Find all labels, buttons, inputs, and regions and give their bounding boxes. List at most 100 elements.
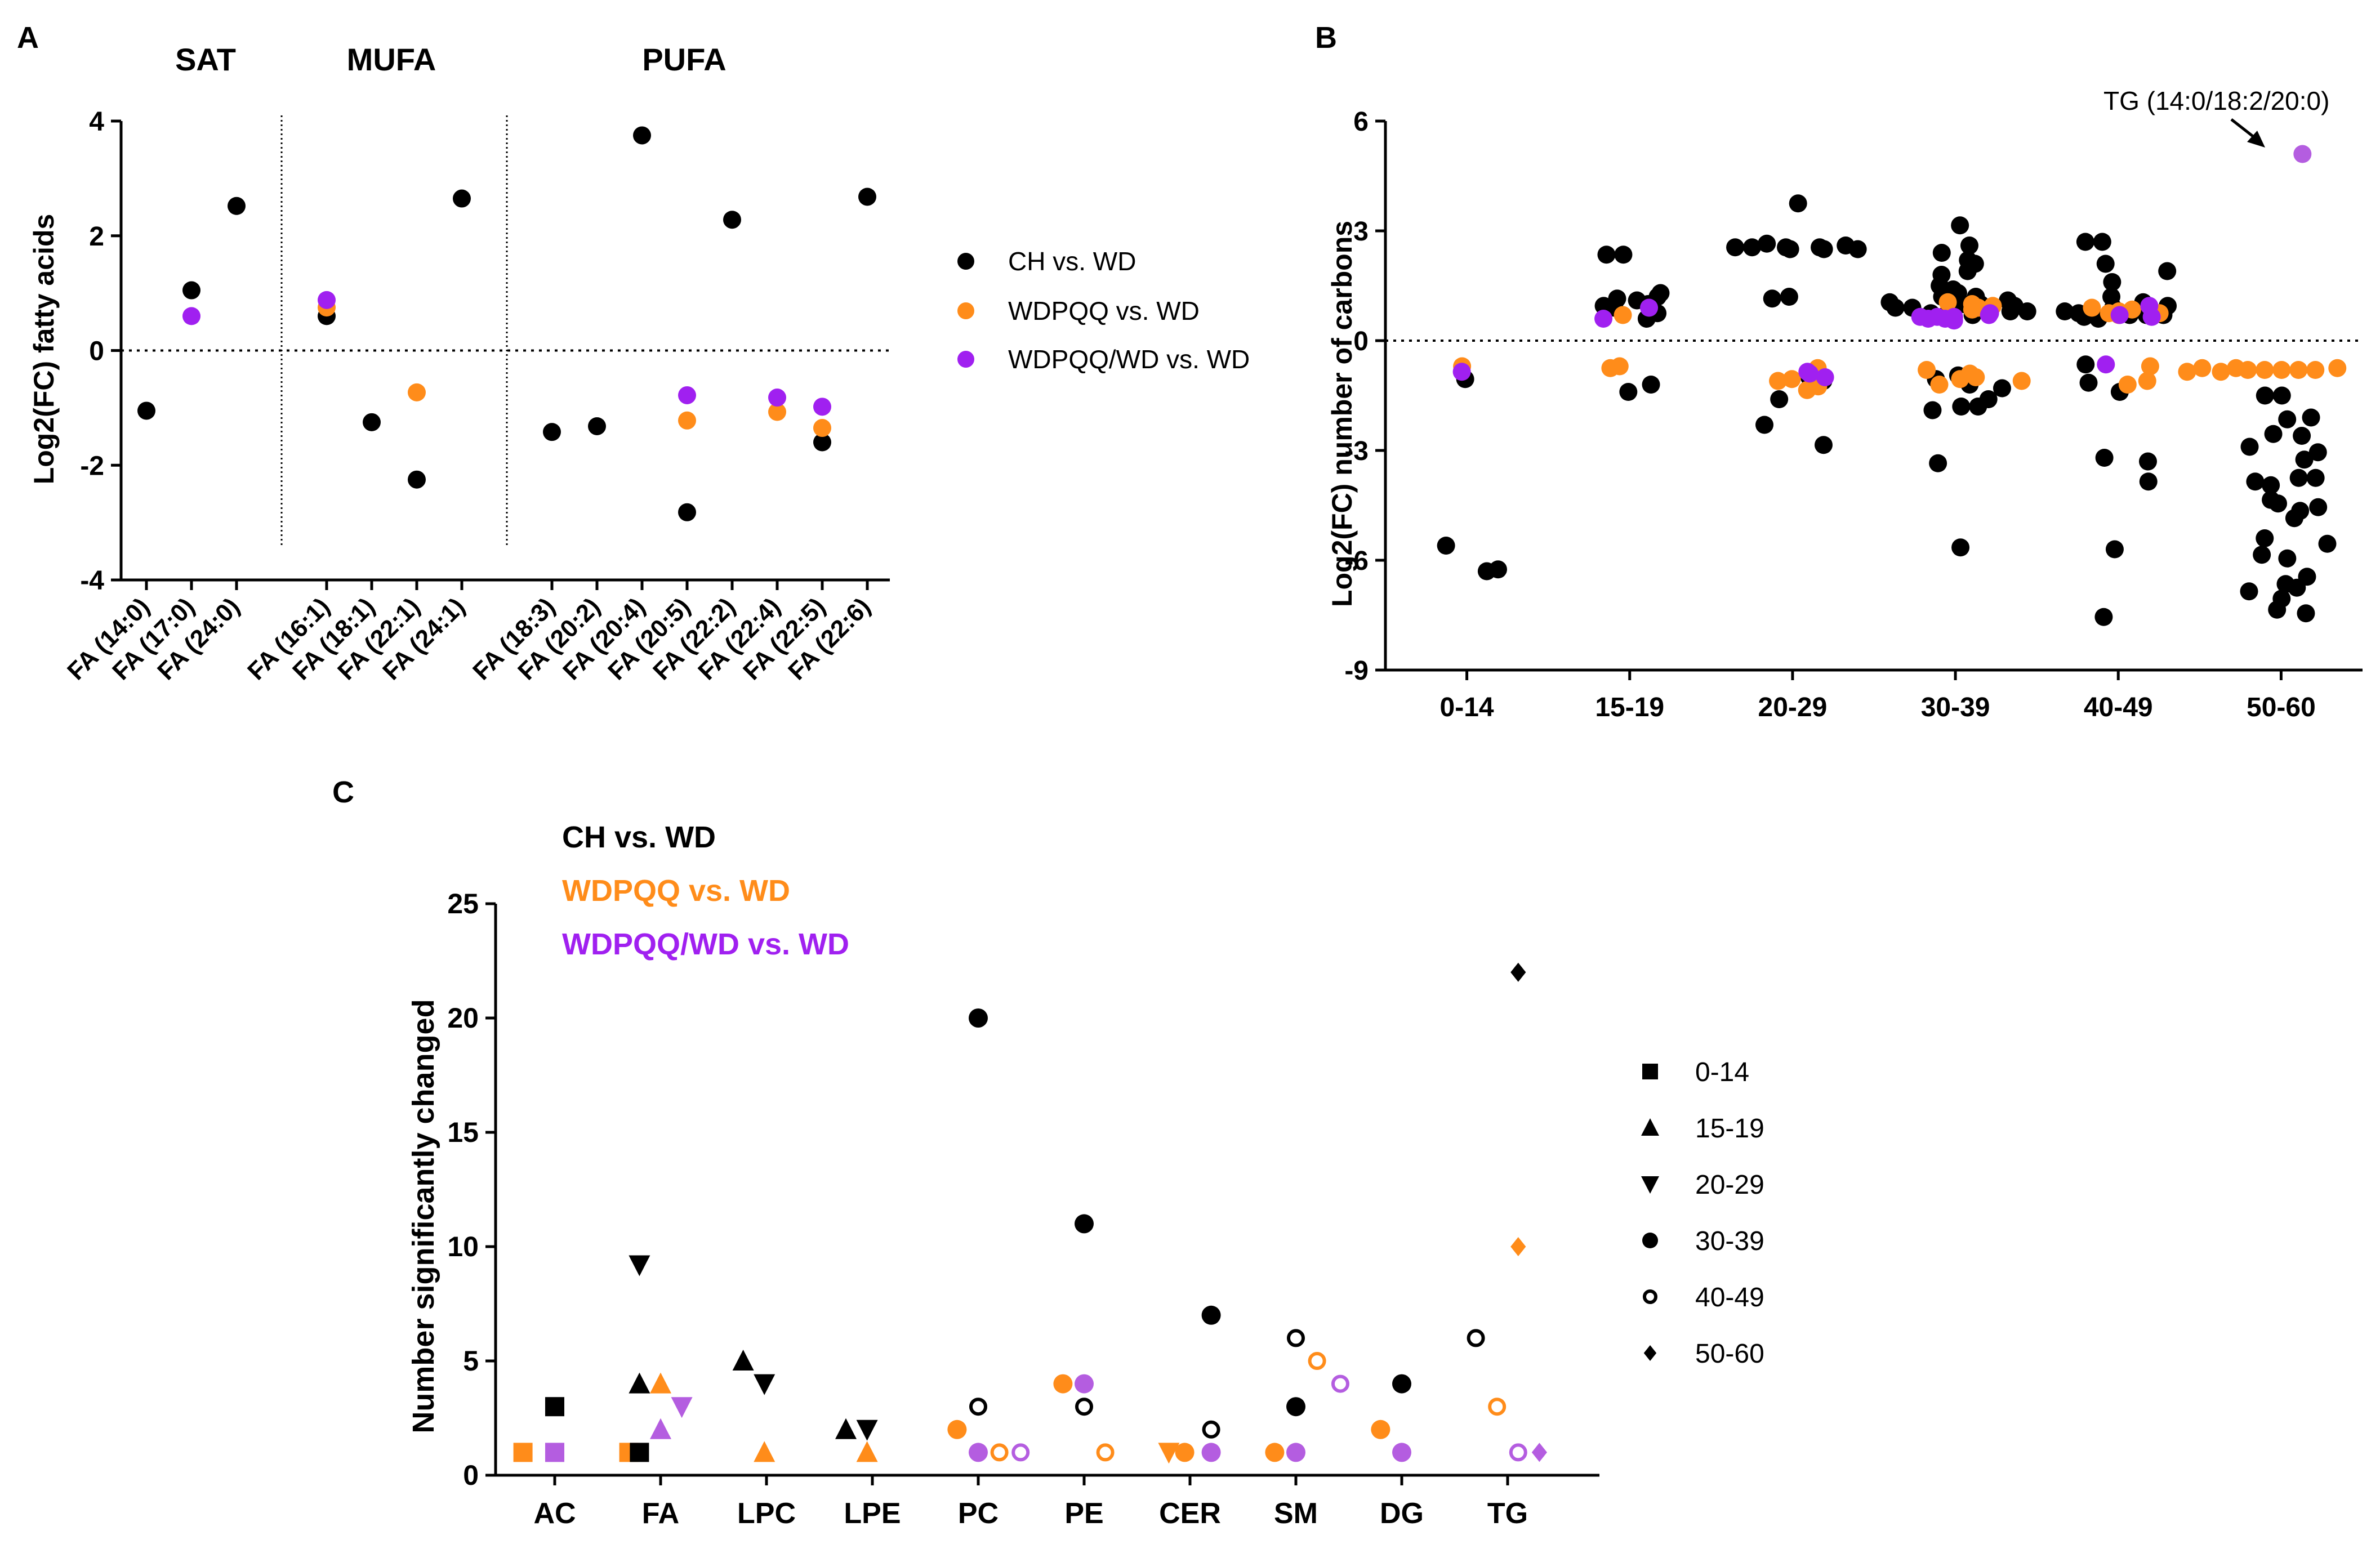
panel-b-point — [1642, 376, 1660, 394]
legend-label-wdpqqwd: WDPQQ/WD vs. WD — [1008, 345, 1250, 374]
legend-c-label-20-29: 20-29 — [1695, 1170, 1764, 1200]
panel-b-point — [2278, 410, 2297, 428]
panel-c-point — [1202, 1420, 1220, 1439]
panel-b-point — [2212, 363, 2230, 381]
panel-a-point — [543, 423, 561, 441]
panel-c-point — [947, 1419, 967, 1439]
panel-b-point — [2178, 363, 2196, 381]
panel-b-point — [1930, 376, 1949, 394]
panel-b-point — [2318, 534, 2337, 553]
panel-b-point — [1640, 298, 1659, 317]
panel-b-ytick-label: 3 — [1353, 217, 1369, 247]
panel-a-point — [813, 398, 831, 416]
panel-c-title-wdpqq: WDPQQ vs. WD — [562, 874, 790, 908]
annotation-arrow-head — [2247, 131, 2265, 148]
panel-b-point — [1918, 361, 1936, 379]
panel-b-point — [2076, 233, 2094, 251]
panel-b-point — [1743, 238, 1762, 257]
panel-b-point — [1945, 311, 1963, 330]
panel-a-chart: Log2(FC) fatty acids SAT MUFA PUFA -4 -2 0… — [28, 42, 890, 685]
panel-c-point — [856, 1419, 878, 1441]
panel-b-xtick-label: 50-60 — [2247, 693, 2316, 722]
panel-b-point — [1816, 368, 1834, 386]
panel-b-point — [1782, 370, 1801, 389]
panel-c-point — [1075, 1374, 1094, 1394]
panel-c-ytick-label: 25 — [447, 888, 479, 919]
panel-b-point — [2293, 427, 2311, 445]
panel-c-point — [835, 1418, 857, 1439]
legend-c-marker-30-39 — [1642, 1233, 1658, 1248]
panel-b-point — [1958, 262, 1977, 280]
panel-c-point — [1265, 1443, 1285, 1462]
legend-c-label-50-60: 50-60 — [1695, 1339, 1764, 1369]
panel-label-a: A — [17, 21, 39, 55]
panel-b-point — [1619, 383, 1638, 401]
panel-label-c: C — [332, 775, 354, 809]
group-label-mufa: MUFA — [347, 42, 436, 77]
panel-c-point — [1531, 1443, 1547, 1462]
panel-b-ylabel: Log2(FC) number of carbons — [1326, 221, 1358, 607]
panel-b-point — [2005, 297, 2024, 315]
legend-c-marker-50-60 — [1643, 1345, 1657, 1361]
panel-b-point — [2056, 302, 2074, 320]
panel-c-point — [671, 1397, 693, 1418]
panel-a-point — [768, 403, 786, 421]
panel-b-point — [2306, 361, 2325, 379]
legend-c-label-0-14: 0-14 — [1695, 1057, 1749, 1087]
legend-c-marker-0-14 — [1642, 1064, 1658, 1079]
panel-a-ytick-label: -4 — [80, 566, 104, 596]
panel-a-ytick-label: 0 — [89, 337, 104, 367]
panel-a-legend: CH vs. WD WDPQQ vs. WD WDPQQ/WD vs. WD — [957, 247, 1250, 374]
panel-c-ylabel: Number significantly changed — [407, 999, 440, 1433]
panel-c-point — [969, 1398, 987, 1416]
panel-c-point — [1175, 1443, 1195, 1462]
panel-b-point — [2079, 373, 2098, 392]
panel-b-point — [2262, 476, 2280, 494]
panel-b-point — [2308, 443, 2327, 462]
panel-b-point — [2103, 273, 2122, 291]
panel-b-point — [2012, 372, 2031, 390]
panel-b-chart: Log2(FC) number of carbons TG (14:0/18:2… — [1326, 86, 2363, 722]
panel-a-point — [363, 413, 381, 431]
legend-marker-wdpqq — [957, 302, 974, 319]
panel-b-annotation: TG (14:0/18:2/20:0) — [2103, 86, 2329, 115]
panel-c-point — [1467, 1329, 1485, 1347]
panel-b-point — [1963, 300, 1981, 319]
panel-c-xtick-label: LPC — [737, 1497, 796, 1530]
panel-a-point — [318, 291, 336, 309]
panel-b-ytick-label: 6 — [1353, 107, 1369, 137]
panel-c-point — [1201, 1443, 1221, 1462]
panel-c-point — [629, 1372, 650, 1394]
panel-b-point — [2139, 472, 2158, 491]
panel-c-point — [1510, 962, 1526, 982]
legend-label-ch: CH vs. WD — [1008, 247, 1136, 276]
panel-b-point — [2256, 386, 2274, 405]
panel-a-ylabel: Log2(FC) fatty acids — [28, 214, 60, 485]
panel-b-point — [1951, 370, 1969, 389]
panel-c-point — [1331, 1374, 1349, 1393]
panel-c-xtick-label: AC — [533, 1497, 576, 1530]
panel-b-point — [2096, 255, 2115, 273]
panel-b-point — [2272, 361, 2291, 379]
panel-c-point — [630, 1443, 649, 1462]
panel-b-point — [2141, 357, 2159, 376]
legend-c-marker-15-19 — [1641, 1118, 1659, 1136]
panel-b-point — [2256, 361, 2274, 379]
panel-c-point — [1488, 1398, 1507, 1416]
panel-c-point — [754, 1441, 775, 1462]
panel-b-point — [1911, 307, 1929, 326]
panel-b-point — [1758, 234, 1776, 253]
panel-a-ytick-label: -2 — [80, 451, 104, 481]
panel-b-point — [1594, 310, 1613, 328]
panel-c-point — [1510, 1237, 1526, 1256]
panel-b-point — [2094, 608, 2113, 626]
panel-c-point — [629, 1255, 650, 1276]
panel-c-legend: 0-14 15-19 20-29 30-39 40-49 50-60 — [1641, 1057, 1764, 1369]
panel-c-point — [545, 1397, 564, 1417]
panel-a-point — [228, 197, 246, 215]
panel-c-point — [1287, 1329, 1305, 1347]
panel-c-title-wdpqqwd: WDPQQ/WD vs. WD — [562, 927, 849, 961]
legend-c-label-40-49: 40-49 — [1695, 1283, 1764, 1313]
panel-b-xtick-label: 20-29 — [1758, 693, 1828, 722]
legend-c-marker-20-29 — [1641, 1176, 1659, 1194]
